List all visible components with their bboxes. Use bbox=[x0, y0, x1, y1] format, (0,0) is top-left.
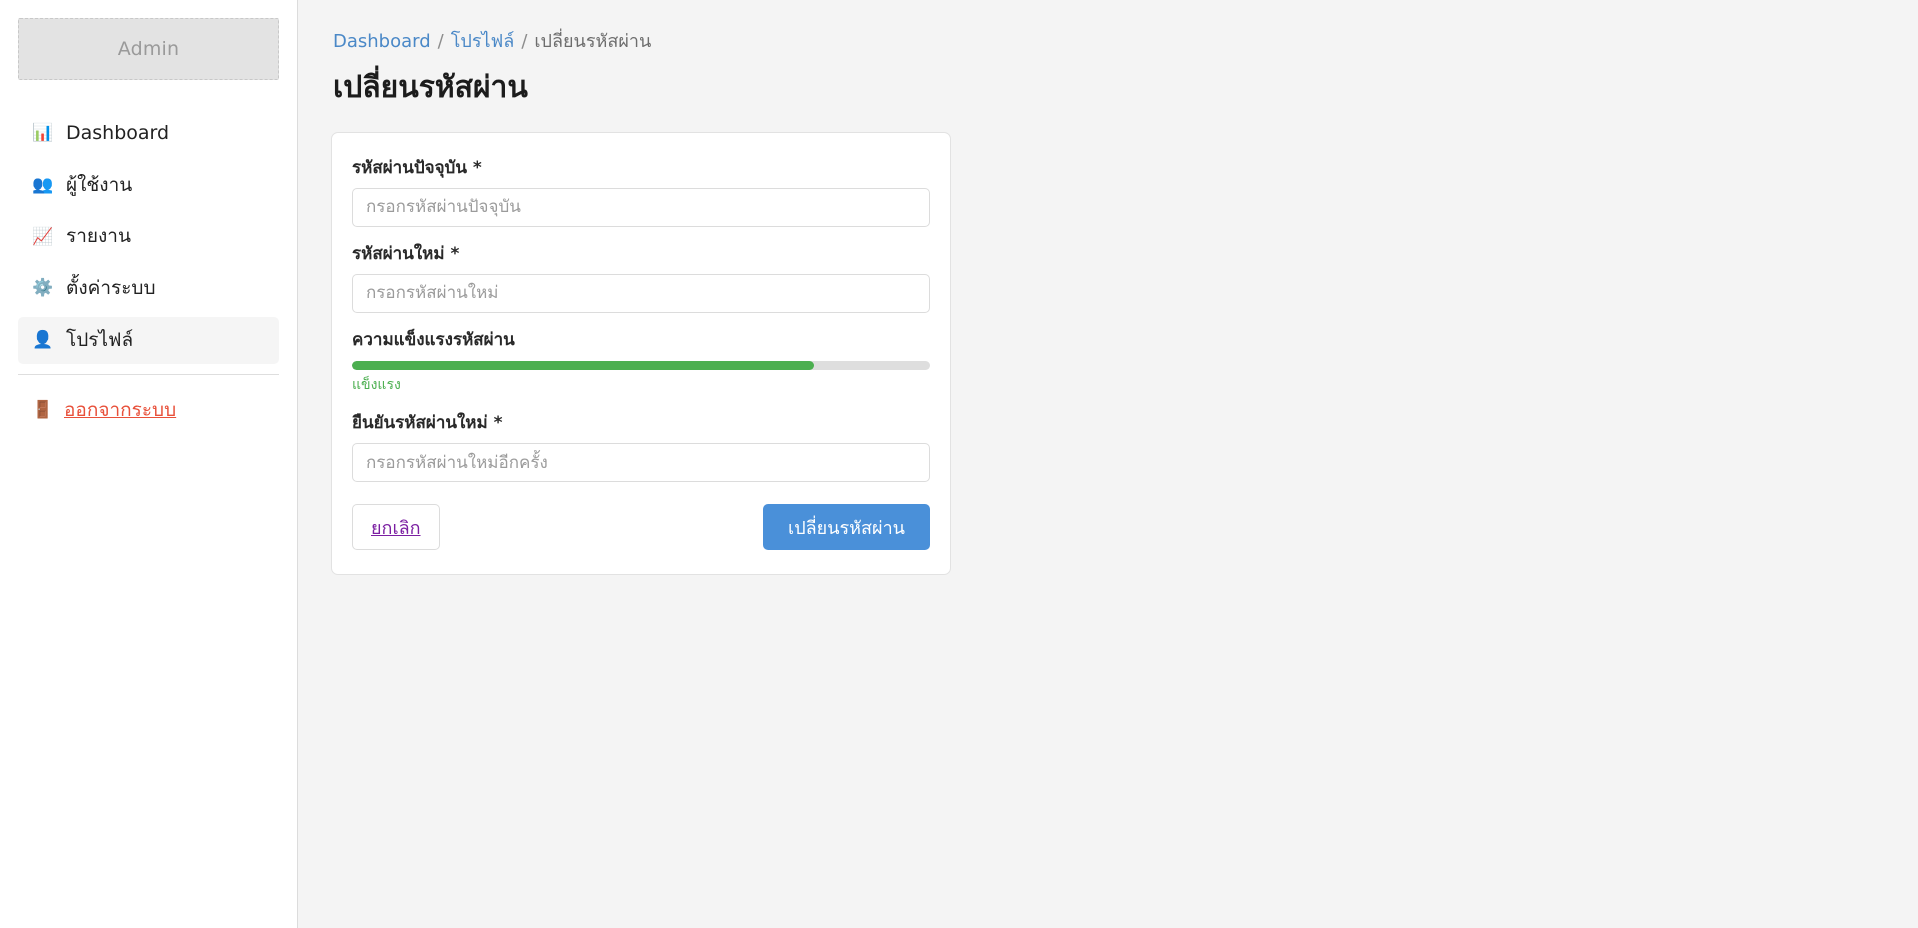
sidebar-item-label: ตั้งค่าระบบ bbox=[66, 276, 156, 299]
submit-change-password-button[interactable]: เปลี่ยนรหัสผ่าน bbox=[763, 504, 930, 551]
password-strength-label: ความแข็งแรงรหัสผ่าน bbox=[352, 329, 515, 350]
password-strength-block: ความแข็งแรงรหัสผ่าน แข็งแรง bbox=[352, 329, 930, 394]
sidebar-item-users[interactable]: 👥 ผู้ใช้งาน bbox=[18, 162, 279, 210]
password-strength-track bbox=[352, 360, 930, 370]
sidebar-item-reports[interactable]: 📈 รายงาน bbox=[18, 213, 279, 261]
door-icon: 🚪 bbox=[32, 399, 54, 420]
brand-placeholder: Admin bbox=[18, 18, 279, 80]
field-confirm-password: ยืนยันรหัสผ่านใหม่ * bbox=[352, 412, 930, 483]
person-icon: 👤 bbox=[32, 329, 54, 350]
sidebar-divider bbox=[18, 374, 279, 376]
sidebar-item-label: ผู้ใช้งาน bbox=[66, 173, 133, 196]
password-strength-fill bbox=[352, 360, 815, 370]
sidebar-nav: 📊 Dashboard 👥 ผู้ใช้งาน 📈 รายงาน ⚙️ ตั้ง… bbox=[18, 110, 279, 365]
line-chart-icon: 📈 bbox=[32, 226, 54, 247]
page-title: เปลี่ยนรหัสผ่าน bbox=[333, 70, 528, 105]
breadcrumb-item-current: เปลี่ยนรหัสผ่าน bbox=[534, 31, 652, 52]
field-new-password: รหัสผ่านใหม่ * bbox=[352, 243, 930, 313]
main-content: Dashboard / โปรไฟล์ / เปลี่ยนรหัสผ่าน เปลี่ย… bbox=[298, 0, 1918, 928]
breadcrumb-item-dashboard[interactable]: Dashboard bbox=[333, 31, 431, 52]
brand-label: Admin bbox=[117, 38, 180, 60]
password-strength-status: แข็งแรง bbox=[352, 376, 401, 393]
sidebar-item-profile[interactable]: 👤 โปรไฟล์ bbox=[18, 316, 279, 365]
new-password-input[interactable] bbox=[352, 273, 930, 313]
change-password-card: รหัสผ่านปัจจุบัน * รหัสผ่านใหม่ * ความแข… bbox=[331, 131, 951, 576]
form-actions: ยกเลิก เปลี่ยนรหัสผ่าน bbox=[352, 504, 930, 551]
confirm-password-input[interactable] bbox=[352, 443, 930, 483]
current-password-input[interactable] bbox=[352, 187, 930, 227]
breadcrumb-item-profile[interactable]: โปรไฟล์ bbox=[450, 31, 515, 52]
users-icon: 👥 bbox=[32, 174, 54, 195]
field-current-password: รหัสผ่านปัจจุบัน * bbox=[352, 157, 930, 227]
sidebar-item-label: โปรไฟล์ bbox=[66, 328, 134, 351]
sidebar-item-label: Dashboard bbox=[66, 122, 170, 144]
breadcrumb-separator: / bbox=[437, 31, 444, 52]
logout-link[interactable]: ออกจากระบบ bbox=[64, 399, 177, 422]
breadcrumb-separator: / bbox=[521, 31, 528, 52]
sidebar-item-dashboard[interactable]: 📊 Dashboard bbox=[18, 110, 279, 158]
cancel-button[interactable]: ยกเลิก bbox=[352, 504, 440, 551]
new-password-label: รหัสผ่านใหม่ * bbox=[352, 243, 460, 264]
current-password-label: รหัสผ่านปัจจุบัน * bbox=[352, 157, 482, 178]
logout-row: 🚪 ออกจากระบบ bbox=[18, 395, 279, 425]
sidebar: Admin 📊 Dashboard 👥 ผู้ใช้งาน 📈 รายงาน ⚙… bbox=[0, 0, 298, 928]
breadcrumb: Dashboard / โปรไฟล์ / เปลี่ยนรหัสผ่าน bbox=[333, 26, 1918, 55]
sidebar-item-settings[interactable]: ⚙️ ตั้งค่าระบบ bbox=[18, 265, 279, 313]
sidebar-item-label: รายงาน bbox=[66, 225, 131, 248]
gear-icon: ⚙️ bbox=[32, 278, 54, 299]
confirm-password-label: ยืนยันรหัสผ่านใหม่ * bbox=[352, 412, 503, 433]
bar-chart-icon: 📊 bbox=[32, 123, 54, 144]
